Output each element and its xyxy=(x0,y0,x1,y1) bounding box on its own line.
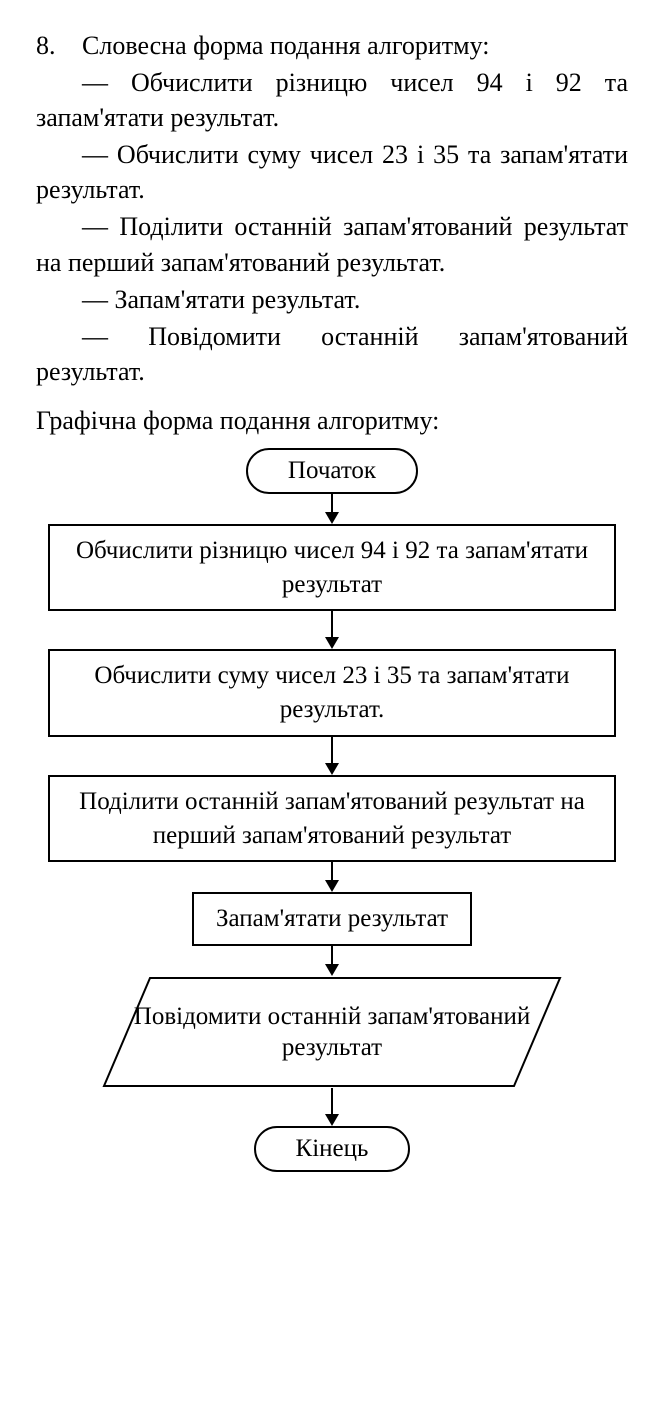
flowchart-arrow xyxy=(325,611,339,649)
problem-number: 8. xyxy=(36,28,82,63)
flowchart-arrow xyxy=(325,946,339,976)
flowchart-arrow xyxy=(325,494,339,524)
verbal-step: — Запам'ятати результат. xyxy=(36,282,628,317)
flowchart-process: Поділити останній запам'ятований результ… xyxy=(48,775,616,863)
flowchart-process: Обчислити різницю чисел 94 і 92 та запам… xyxy=(48,524,616,612)
flowchart-process: Запам'ятати результат xyxy=(192,892,472,946)
verbal-step: — Обчислити суму чисел 23 і 35 та запам'… xyxy=(36,137,628,207)
flowchart-process: Обчислити суму чисел 23 і 35 та запам'ят… xyxy=(48,649,616,737)
flowchart-end: Кінець xyxy=(254,1126,411,1172)
verbal-step: — Поділити останній запам'ятований резул… xyxy=(36,209,628,279)
title-text: Словесна форма подання алгоритму: xyxy=(82,31,489,60)
flowchart-output-label: Повідомити останній запам'ятований резул… xyxy=(102,1001,562,1064)
flowchart: Початок Обчислити різницю чисел 94 і 92 … xyxy=(36,448,628,1172)
flowchart-output: Повідомити останній запам'ятований резул… xyxy=(102,976,562,1088)
verbal-step: — Обчислити різницю чисел 94 і 92 та зап… xyxy=(36,65,628,135)
flowchart-arrow xyxy=(325,1088,339,1126)
flowchart-arrow xyxy=(325,862,339,892)
verbal-step: — Повідомити останній запам'ятований рез… xyxy=(36,319,628,389)
flowchart-arrow xyxy=(325,737,339,775)
flowchart-start: Початок xyxy=(246,448,418,494)
subheading: Графічна форма подання алгоритму: xyxy=(36,403,628,438)
title-line: 8.Словесна форма подання алгоритму: xyxy=(36,28,628,63)
